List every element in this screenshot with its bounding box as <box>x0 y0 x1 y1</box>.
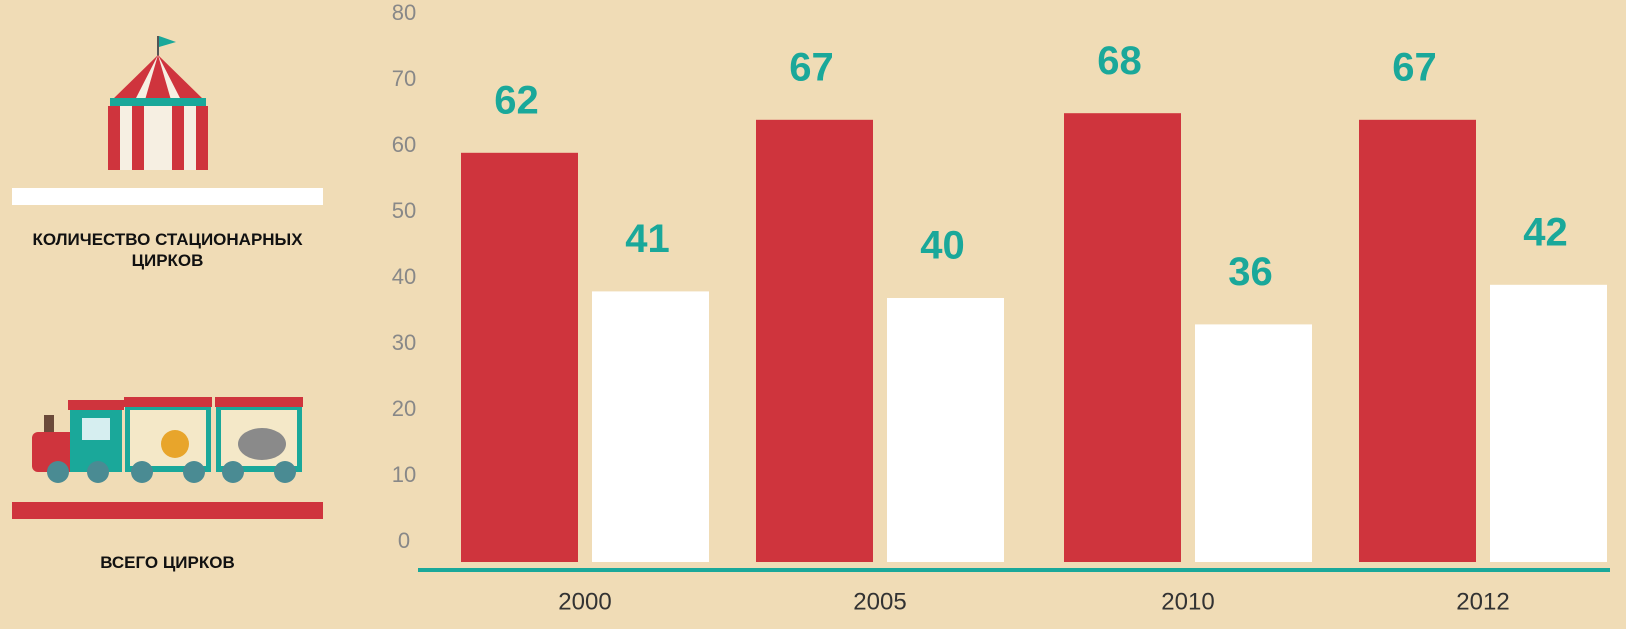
x-tick-label: 2005 <box>853 588 906 615</box>
value-label: 42 <box>1523 210 1568 254</box>
value-label: 41 <box>625 217 670 261</box>
y-tick-label: 40 <box>392 264 416 289</box>
y-tick-label: 30 <box>392 330 416 355</box>
bar <box>1195 324 1312 562</box>
y-tick-label: 60 <box>392 132 416 157</box>
x-tick-label: 2000 <box>558 588 611 615</box>
y-tick-label: 10 <box>392 462 416 487</box>
bar <box>592 291 709 562</box>
tent-icon <box>108 36 208 170</box>
legend-swatch <box>12 502 323 519</box>
bar <box>1064 113 1181 562</box>
bar <box>756 119 873 563</box>
y-tick-label: 80 <box>392 0 416 25</box>
legend-label: КОЛИЧЕСТВО СТАЦИОНАРНЫХ ЦИРКОВ <box>32 230 303 270</box>
x-tick-label: 2012 <box>1456 588 1509 615</box>
y-tick-label: 0 <box>398 528 410 553</box>
bar <box>1490 284 1607 562</box>
value-label: 62 <box>494 78 539 122</box>
value-label: 68 <box>1097 39 1142 83</box>
legend-label: ВСЕГО ЦИРКОВ <box>100 553 235 572</box>
x-tick-label: 2010 <box>1161 588 1214 615</box>
bar <box>887 298 1004 562</box>
bar <box>461 152 578 563</box>
legend-swatch <box>12 188 323 205</box>
value-label: 40 <box>920 224 965 268</box>
bar <box>1359 119 1476 563</box>
value-label: 36 <box>1228 250 1273 294</box>
value-label: 67 <box>1392 45 1437 89</box>
value-label: 67 <box>789 45 834 89</box>
train-icon <box>32 397 303 483</box>
y-tick-label: 50 <box>392 198 416 223</box>
y-tick-label: 70 <box>392 66 416 91</box>
y-tick-label: 20 <box>392 396 416 421</box>
